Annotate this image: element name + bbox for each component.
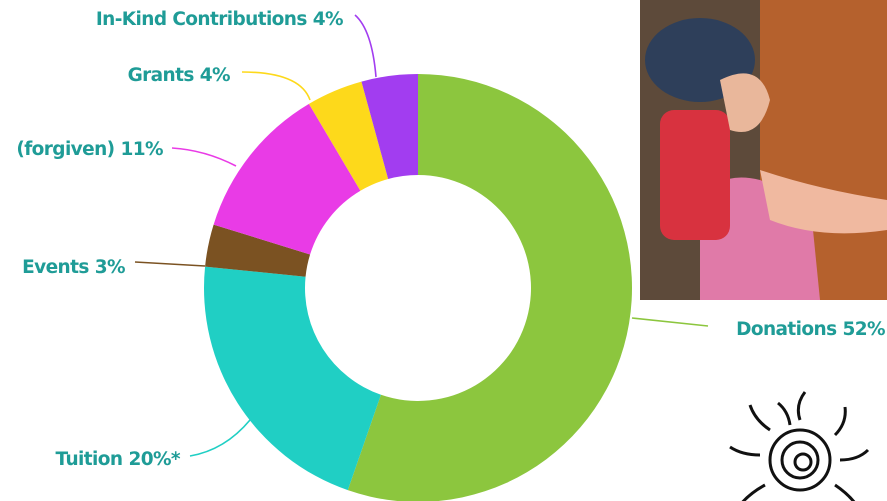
leader-line xyxy=(190,420,250,456)
value-label: 11% xyxy=(121,139,164,160)
value-label: 4% xyxy=(200,65,230,86)
category-label: Donations xyxy=(736,319,837,340)
category-label: (forgiven) xyxy=(16,139,114,160)
leader-line xyxy=(135,262,205,266)
leader-line xyxy=(172,148,236,166)
slice xyxy=(204,267,381,491)
leader-line xyxy=(242,72,310,100)
chart: Donations 52% Tuition 20%* Events 3% (forgiven… xyxy=(0,0,887,501)
category-label: Events xyxy=(22,257,89,278)
value-label: 52% xyxy=(843,319,886,340)
slice-label: Events 3% xyxy=(22,257,125,278)
value-label: 20%* xyxy=(128,449,180,470)
category-label: Grants xyxy=(128,65,195,86)
value-label: 4% xyxy=(313,9,343,30)
category-label: In-Kind Contributions xyxy=(96,9,308,30)
value-label: 3% xyxy=(95,257,125,278)
leader-line xyxy=(355,15,376,77)
slice-label: Donations 52% xyxy=(736,319,885,340)
category-label: Tuition xyxy=(55,449,122,470)
slice-label: Tuition 20%* xyxy=(55,449,180,470)
slice-label: (forgiven) 11% xyxy=(16,139,163,160)
sun-logo xyxy=(730,392,868,501)
leader-line xyxy=(632,318,708,326)
photo xyxy=(640,0,887,300)
